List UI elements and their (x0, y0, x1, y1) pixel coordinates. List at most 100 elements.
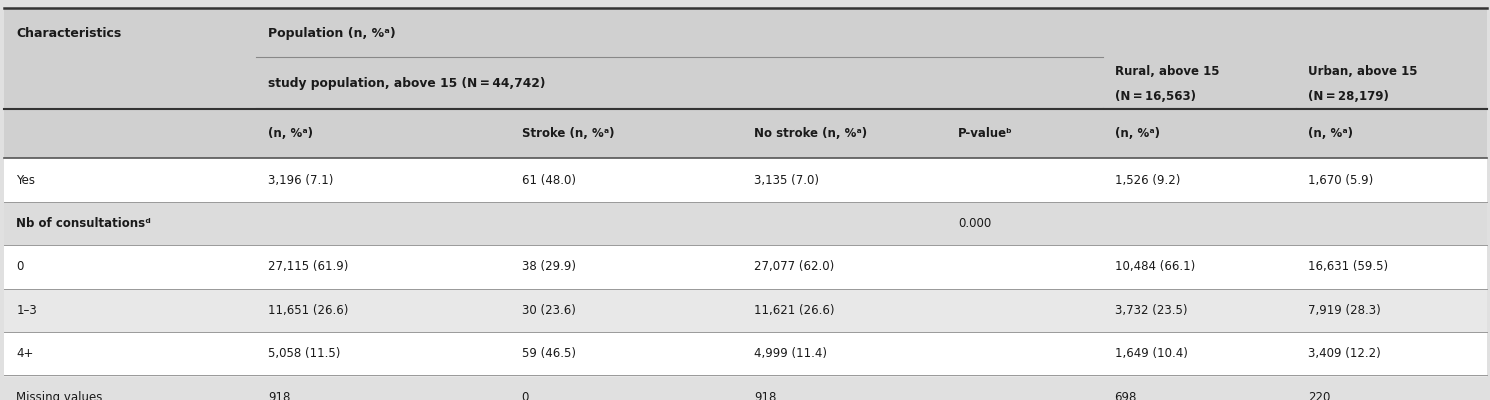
Text: (n, %ᵃ): (n, %ᵃ) (1308, 128, 1353, 140)
Bar (1103, 332, 1296, 376)
Bar (4, 202, 256, 245)
Text: 61 (48.0): 61 (48.0) (522, 174, 575, 187)
Bar (946, 332, 1103, 376)
Bar (4, 245, 256, 289)
Text: Stroke (n, %ᵃ): Stroke (n, %ᵃ) (522, 128, 614, 140)
Text: 11,651 (26.6): 11,651 (26.6) (268, 304, 349, 317)
Bar (256, 8, 1487, 58)
Text: (N = 28,179): (N = 28,179) (1308, 90, 1389, 103)
Text: 59 (46.5): 59 (46.5) (522, 347, 575, 360)
Text: 5,058 (11.5): 5,058 (11.5) (268, 347, 341, 360)
Text: 38 (29.9): 38 (29.9) (522, 260, 575, 274)
Text: Missing values: Missing values (16, 391, 103, 400)
Bar (1296, 158, 1487, 202)
Text: 10,484 (66.1): 10,484 (66.1) (1115, 260, 1195, 274)
Text: 4,999 (11.4): 4,999 (11.4) (754, 347, 827, 360)
Bar (510, 110, 742, 158)
Bar (256, 202, 510, 245)
Text: 27,115 (61.9): 27,115 (61.9) (268, 260, 349, 274)
Bar (510, 289, 742, 332)
Bar (1296, 110, 1487, 158)
Text: (n, %ᵃ): (n, %ᵃ) (268, 128, 313, 140)
Bar (510, 376, 742, 400)
Bar (946, 110, 1103, 158)
Bar (256, 289, 510, 332)
Text: P-valueᵇ: P-valueᵇ (958, 128, 1013, 140)
Text: 0: 0 (522, 391, 529, 400)
Text: (n, %ᵃ): (n, %ᵃ) (1115, 128, 1159, 140)
Text: Characteristics: Characteristics (16, 26, 122, 40)
Text: No stroke (n, %ᵃ): No stroke (n, %ᵃ) (754, 128, 867, 140)
Text: (N = 16,563): (N = 16,563) (1115, 90, 1195, 103)
Bar (4, 289, 256, 332)
Bar (946, 289, 1103, 332)
Bar (510, 202, 742, 245)
Bar (510, 332, 742, 376)
Bar (510, 245, 742, 289)
Bar (742, 332, 946, 376)
Bar (4, 376, 256, 400)
Text: Population (n, %ᵃ): Population (n, %ᵃ) (268, 26, 396, 40)
Bar (1103, 202, 1296, 245)
Text: 0.000: 0.000 (958, 217, 991, 230)
Bar (946, 376, 1103, 400)
Bar (1103, 376, 1296, 400)
Text: 3,196 (7.1): 3,196 (7.1) (268, 174, 334, 187)
Bar (256, 332, 510, 376)
Text: 918: 918 (754, 391, 776, 400)
Bar (742, 158, 946, 202)
Bar (1296, 376, 1487, 400)
Bar (742, 376, 946, 400)
Text: 3,409 (12.2): 3,409 (12.2) (1308, 347, 1381, 360)
Text: Urban, above 15: Urban, above 15 (1308, 65, 1417, 78)
Bar (1103, 289, 1296, 332)
Bar (742, 202, 946, 245)
Bar (1296, 58, 1487, 110)
Bar (742, 110, 946, 158)
Text: Rural, above 15: Rural, above 15 (1115, 65, 1219, 78)
Bar (256, 376, 510, 400)
Bar (4, 158, 256, 202)
Bar (1103, 58, 1296, 110)
Text: Nb of consultationsᵈ: Nb of consultationsᵈ (16, 217, 150, 230)
Bar (946, 202, 1103, 245)
Text: 0: 0 (16, 260, 24, 274)
Text: 1,649 (10.4): 1,649 (10.4) (1115, 347, 1188, 360)
Bar (1103, 158, 1296, 202)
Text: 30 (23.6): 30 (23.6) (522, 304, 575, 317)
Bar (4, 8, 256, 58)
Bar (510, 158, 742, 202)
Bar (1103, 110, 1296, 158)
Bar (1103, 245, 1296, 289)
Bar (946, 158, 1103, 202)
Text: 1–3: 1–3 (16, 304, 37, 317)
Text: study population, above 15 (N = 44,742): study population, above 15 (N = 44,742) (268, 78, 545, 90)
Text: 11,621 (26.6): 11,621 (26.6) (754, 304, 834, 317)
Bar (256, 245, 510, 289)
Bar (256, 110, 510, 158)
Bar (4, 332, 256, 376)
Bar (742, 289, 946, 332)
Bar (4, 110, 256, 158)
Text: 4+: 4+ (16, 347, 34, 360)
Text: 1,670 (5.9): 1,670 (5.9) (1308, 174, 1374, 187)
Text: 1,526 (9.2): 1,526 (9.2) (1115, 174, 1180, 187)
Text: 220: 220 (1308, 391, 1331, 400)
Bar (1296, 289, 1487, 332)
Bar (1296, 245, 1487, 289)
Text: 16,631 (59.5): 16,631 (59.5) (1308, 260, 1389, 274)
Bar (1296, 202, 1487, 245)
Text: 918: 918 (268, 391, 291, 400)
Text: 7,919 (28.3): 7,919 (28.3) (1308, 304, 1381, 317)
Bar (1296, 332, 1487, 376)
Text: 698: 698 (1115, 391, 1137, 400)
Bar (256, 158, 510, 202)
Bar (256, 58, 1103, 110)
Bar (946, 245, 1103, 289)
Text: Yes: Yes (16, 174, 36, 187)
Text: 3,135 (7.0): 3,135 (7.0) (754, 174, 820, 187)
Bar (4, 58, 256, 110)
Text: 3,732 (23.5): 3,732 (23.5) (1115, 304, 1188, 317)
Bar (742, 245, 946, 289)
Text: 27,077 (62.0): 27,077 (62.0) (754, 260, 834, 274)
